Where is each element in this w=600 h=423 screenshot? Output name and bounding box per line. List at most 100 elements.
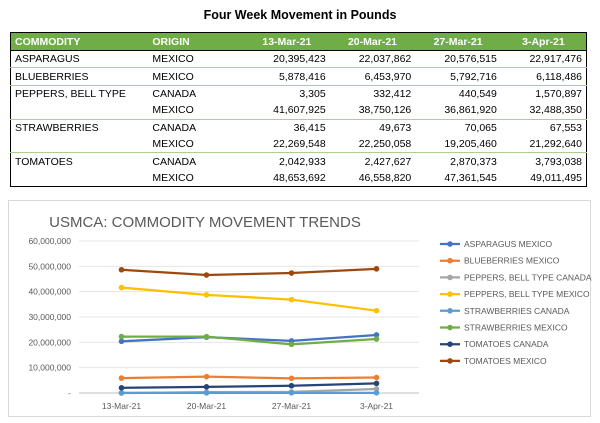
value-cell: 21,292,640 <box>529 138 582 151</box>
value-cell: 36,861,920 <box>444 104 497 117</box>
data-point <box>288 375 295 382</box>
value-cell: 22,037,862 <box>358 53 412 66</box>
value-cell: 1,570,897 <box>500 84 587 103</box>
value-cell: 20,576,515 <box>444 53 497 66</box>
header-commodity: COMMODITY <box>10 32 149 51</box>
header-week-2: 20-Mar-21 <box>329 32 416 51</box>
y-tick-label: 10,000,000 <box>28 363 71 373</box>
data-point <box>203 384 210 390</box>
y-tick-label: 40,000,000 <box>28 287 71 297</box>
value-cell: 36,415 <box>244 118 330 136</box>
data-point <box>203 390 210 396</box>
origin-cell: MEXICO <box>152 104 194 117</box>
value-cell: 5,878,416 <box>244 67 330 86</box>
value-cell: 332,412 <box>329 84 416 103</box>
origin-cell: CANADA <box>148 152 245 170</box>
data-point <box>373 266 380 272</box>
origin-cell: MEXICO <box>152 138 194 151</box>
value-cell: 2,042,933 <box>244 152 330 170</box>
value-cell: 49,011,495 <box>530 171 582 184</box>
series-line <box>118 373 380 382</box>
value-cell: 41,607,925 <box>273 104 326 117</box>
origin-cell: MEXICO <box>148 67 245 86</box>
series-path <box>121 286 377 312</box>
legend-swatch-marker <box>447 241 453 247</box>
data-point <box>373 332 380 338</box>
data-point <box>118 333 125 340</box>
data-point <box>203 292 210 298</box>
table-row: MEXICO 41,607,925 38,750,126 36,861,920 32,4… <box>11 102 587 119</box>
legend-entry: TOMATOES CANADA <box>440 339 549 349</box>
header-origin: ORIGIN <box>148 32 245 51</box>
y-tick-label: 20,000,000 <box>28 337 71 347</box>
table-row: STRAWBERRIES CANADA 36,415 49,673 70,065 67,5… <box>10 118 587 136</box>
data-point <box>118 338 125 345</box>
table-row: ASPARAGUS MEXICO 20,395,423 22,037,862 20,57… <box>11 51 587 68</box>
value-cell: 5,792,716 <box>415 67 501 86</box>
legend-label: ASPARAGUS MEXICO <box>464 239 553 249</box>
origin-cell: CANADA <box>148 84 245 103</box>
value-cell: 3,305 <box>244 84 330 103</box>
header-week-1: 13-Mar-21 <box>244 32 330 51</box>
chart-series <box>118 266 380 396</box>
commodity-cell <box>11 136 149 153</box>
data-point <box>118 266 125 273</box>
data-point <box>118 375 125 381</box>
value-cell: 19,205,460 <box>444 138 497 151</box>
legend-entry: ASPARAGUS MEXICO <box>440 239 553 249</box>
series-path <box>121 335 377 346</box>
legend-swatch-marker <box>447 341 453 347</box>
series-line <box>118 390 380 396</box>
table-row: MEXICO 48,653,692 46,558,820 47,361,545 49,0… <box>11 170 587 187</box>
chart-canvas: USMCA: COMMODITY MOVEMENT TRENDS - 10,000… <box>28 214 592 411</box>
value-cell: 32,488,350 <box>529 104 582 117</box>
value-cell: 6,453,970 <box>329 67 416 86</box>
data-point <box>288 296 295 303</box>
value-cell: 22,250,058 <box>358 138 412 151</box>
legend-swatch-marker <box>447 358 453 364</box>
legend-entry: STRAWBERRIES MEXICO <box>440 323 568 333</box>
legend-swatch-marker <box>447 308 453 314</box>
y-tick-label: 30,000,000 <box>28 312 71 322</box>
legend-entry: PEPPERS, BELL TYPE CANADA <box>440 272 592 282</box>
data-point <box>118 390 125 396</box>
legend-label: PEPPERS, BELL TYPE MEXICO <box>464 289 590 299</box>
value-cell: 46,558,820 <box>358 171 412 184</box>
chart-title: USMCA: COMMODITY MOVEMENT TRENDS <box>49 214 361 231</box>
data-point <box>373 380 380 387</box>
series-line <box>118 284 380 314</box>
origin-cell: MEXICO <box>152 171 194 184</box>
commodity-cell: PEPPERS, BELL TYPE <box>10 84 149 103</box>
commodity-cell: ASPARAGUS <box>15 53 80 66</box>
legend-entry: STRAWBERRIES CANADA <box>440 306 570 316</box>
value-cell: 20,395,423 <box>273 53 326 66</box>
series-line <box>118 266 380 278</box>
legend-label: TOMATOES CANADA <box>464 339 549 349</box>
table-header-row: COMMODITY ORIGIN 13-Mar-21 20-Mar-21 27-… <box>10 32 587 51</box>
series-path <box>121 267 377 277</box>
commodity-cell: BLUEBERRIES <box>10 67 149 86</box>
data-point <box>118 385 125 391</box>
legend-entry: BLUEBERRIES MEXICO <box>440 256 560 266</box>
legend-swatch-marker <box>447 291 453 297</box>
data-point <box>288 382 295 389</box>
series-line <box>118 333 380 348</box>
legend-swatch-marker <box>447 257 453 264</box>
data-point <box>203 272 210 278</box>
data-point <box>373 336 380 342</box>
chart-legend: ASPARAGUS MEXICO BLUEBERRIES MEXICO PEPPER… <box>440 239 592 366</box>
x-tick-label: 13-Mar-21 <box>102 401 141 411</box>
series-path <box>121 382 377 389</box>
legend-label: TOMATOES MEXICO <box>464 356 547 366</box>
data-point <box>118 284 125 291</box>
value-cell: 6,118,486 <box>500 67 587 86</box>
origin-cell: MEXICO <box>152 53 194 66</box>
value-cell: 48,653,692 <box>273 171 326 184</box>
data-point <box>373 307 380 314</box>
legend-label: STRAWBERRIES CANADA <box>464 306 570 316</box>
data-point <box>288 341 295 348</box>
commodity-cell: TOMATOES <box>10 152 149 170</box>
value-cell: 440,549 <box>415 84 501 103</box>
y-tick-label: 60,000,000 <box>28 236 71 246</box>
value-cell: 67,553 <box>500 118 587 136</box>
